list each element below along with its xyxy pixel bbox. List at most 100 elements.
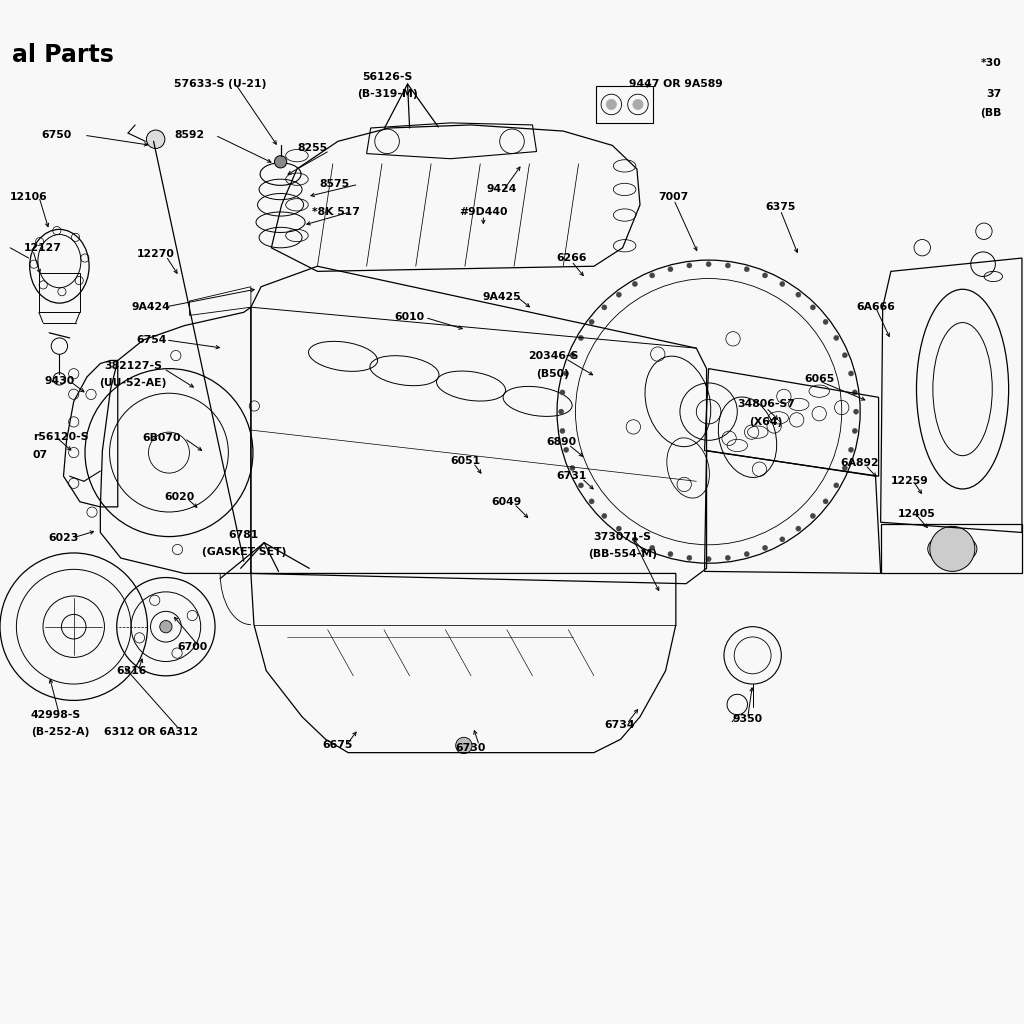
Circle shape (780, 537, 784, 542)
Circle shape (707, 262, 711, 266)
Text: 6781: 6781 (228, 529, 259, 540)
Circle shape (616, 526, 622, 531)
Text: 12127: 12127 (24, 243, 61, 253)
Text: (B-319-M): (B-319-M) (356, 89, 418, 99)
Text: 6890: 6890 (546, 437, 577, 447)
Circle shape (930, 526, 975, 571)
Circle shape (579, 483, 584, 487)
Text: 9424: 9424 (486, 184, 517, 195)
Circle shape (563, 371, 568, 376)
Circle shape (633, 99, 643, 110)
Text: *30: *30 (981, 58, 1001, 69)
Circle shape (602, 305, 607, 310)
Text: 20346-S: 20346-S (527, 351, 579, 361)
Text: (B-252-A): (B-252-A) (31, 727, 89, 737)
Text: 12106: 12106 (10, 191, 47, 202)
Text: 6734: 6734 (604, 720, 635, 730)
Text: 6020: 6020 (164, 492, 195, 502)
Text: 6065: 6065 (804, 374, 835, 384)
Text: 6023: 6023 (48, 532, 79, 543)
Circle shape (602, 513, 607, 518)
Circle shape (589, 319, 594, 325)
Circle shape (633, 282, 637, 287)
Text: 56126-S: 56126-S (361, 72, 413, 82)
Circle shape (796, 526, 801, 531)
Text: 6010: 6010 (394, 312, 425, 323)
Text: (UU-52-AE): (UU-52-AE) (99, 378, 167, 388)
Text: 12405: 12405 (898, 509, 935, 519)
Text: 6731: 6731 (556, 471, 587, 481)
Circle shape (560, 428, 565, 433)
Circle shape (649, 272, 654, 278)
Text: 6051: 6051 (451, 456, 481, 466)
Circle shape (763, 272, 768, 278)
Circle shape (563, 447, 568, 453)
Text: 6754: 6754 (136, 335, 167, 345)
Circle shape (687, 263, 692, 268)
Circle shape (725, 263, 730, 268)
Text: 12270: 12270 (137, 249, 174, 259)
Circle shape (649, 546, 654, 551)
Text: 9447 OR 9A589: 9447 OR 9A589 (629, 79, 723, 89)
Circle shape (834, 483, 839, 488)
Circle shape (274, 156, 287, 168)
Text: 382127-S: 382127-S (104, 360, 162, 371)
Text: 6700: 6700 (177, 642, 208, 652)
Circle shape (834, 336, 839, 340)
Circle shape (744, 552, 750, 557)
Circle shape (823, 499, 828, 504)
Circle shape (843, 352, 848, 357)
Bar (39, 273, 80, 312)
Circle shape (852, 428, 857, 433)
Text: 6A892: 6A892 (841, 458, 880, 468)
Circle shape (668, 266, 673, 271)
Text: 37: 37 (986, 89, 1001, 99)
Text: 7007: 7007 (658, 191, 689, 202)
Circle shape (823, 319, 828, 325)
Text: 9A425: 9A425 (482, 292, 521, 302)
Text: *8K 517: *8K 517 (312, 207, 360, 217)
Text: (BB: (BB (980, 108, 1001, 118)
Circle shape (810, 305, 815, 310)
Text: 6B070: 6B070 (142, 433, 181, 443)
Circle shape (456, 737, 472, 754)
Circle shape (569, 352, 574, 357)
Circle shape (763, 546, 768, 551)
Text: 6049: 6049 (492, 497, 522, 507)
Text: 8255: 8255 (297, 143, 328, 154)
Circle shape (849, 371, 854, 376)
Text: #9D440: #9D440 (459, 207, 508, 217)
Circle shape (579, 336, 584, 340)
Text: 6750: 6750 (41, 130, 72, 140)
Circle shape (559, 410, 563, 415)
Text: 9A424: 9A424 (131, 302, 170, 312)
Text: (BB-554-M): (BB-554-M) (588, 549, 657, 559)
Text: 6675: 6675 (323, 740, 353, 751)
Circle shape (632, 537, 637, 542)
Text: (GASKET SET): (GASKET SET) (202, 547, 286, 557)
Circle shape (852, 390, 857, 395)
Text: 57633-S (U-21): 57633-S (U-21) (174, 79, 266, 89)
Circle shape (687, 555, 692, 560)
Text: r56120-S: r56120-S (33, 432, 88, 442)
Circle shape (780, 282, 784, 287)
Circle shape (796, 292, 801, 297)
Circle shape (146, 130, 165, 148)
Circle shape (616, 292, 622, 297)
Text: 6316: 6316 (116, 666, 146, 676)
Text: (X64): (X64) (750, 417, 782, 427)
Text: 8575: 8575 (319, 179, 349, 189)
Circle shape (725, 555, 730, 560)
Circle shape (560, 390, 565, 395)
Circle shape (744, 266, 750, 271)
Text: 6730: 6730 (456, 742, 486, 753)
Text: 6312 OR 6A312: 6312 OR 6A312 (104, 727, 199, 737)
Circle shape (589, 499, 594, 504)
Circle shape (853, 410, 858, 415)
Text: 6266: 6266 (556, 253, 587, 263)
Circle shape (843, 466, 848, 471)
Text: 6375: 6375 (765, 202, 796, 212)
Text: 8592: 8592 (174, 130, 205, 140)
Text: 373071-S: 373071-S (594, 531, 651, 542)
Text: 9430: 9430 (44, 376, 75, 386)
